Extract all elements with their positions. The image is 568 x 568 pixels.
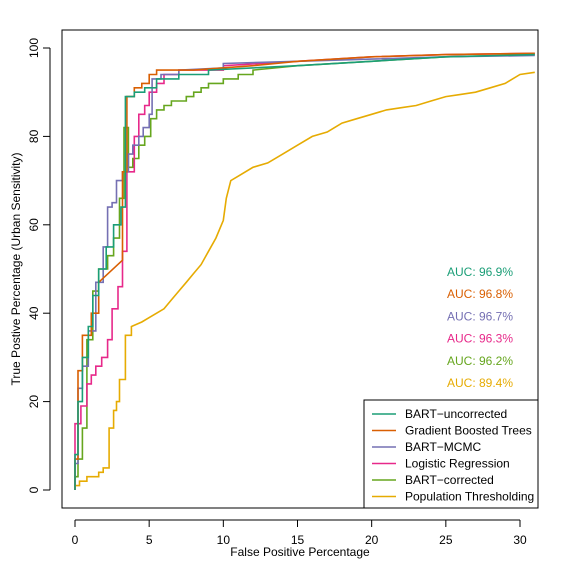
auc-labels: AUC: 96.9% AUC: 96.8% AUC: 96.7% AUC: 96.3%… bbox=[447, 265, 513, 390]
legend-label-4: BART−corrected bbox=[405, 473, 494, 487]
series-line-5 bbox=[74, 71, 535, 490]
axes: 0 5 10 15 20 25 30 0 20 40 60 80 100 False Positive P… bbox=[9, 29, 539, 559]
y-tick-label-5: 100 bbox=[27, 38, 41, 58]
x-tick-label-1: 5 bbox=[146, 533, 153, 547]
y-axis-label: True Postive Percentage (Urban Sensitivi… bbox=[9, 153, 23, 386]
legend: BART−uncorrected Gradient Boosted Trees BA… bbox=[363, 399, 539, 509]
auc-label-0: AUC: 96.9% bbox=[447, 265, 513, 279]
legend-label-1: Gradient Boosted Trees bbox=[405, 424, 532, 438]
legend-box bbox=[363, 399, 539, 509]
series-line-0 bbox=[74, 53, 535, 490]
y-tick-label-1: 20 bbox=[27, 395, 41, 409]
x-axis-label: False Positive Percentage bbox=[230, 545, 370, 559]
auc-label-1: AUC: 96.8% bbox=[447, 287, 513, 301]
y-tick-label-4: 80 bbox=[27, 129, 41, 143]
auc-label-4: AUC: 96.2% bbox=[447, 354, 513, 368]
legend-label-0: BART−uncorrected bbox=[405, 407, 507, 421]
x-tick-label-4: 20 bbox=[365, 533, 379, 547]
auc-label-3: AUC: 96.3% bbox=[447, 332, 513, 346]
legend-label-3: Logistic Regression bbox=[405, 457, 510, 471]
auc-label-5: AUC: 89.4% bbox=[447, 376, 513, 390]
x-tick-label-6: 30 bbox=[513, 533, 527, 547]
x-tick-label-2: 10 bbox=[217, 533, 231, 547]
y-tick-label-3: 60 bbox=[27, 218, 41, 232]
x-tick-label-0: 0 bbox=[72, 533, 79, 547]
auc-label-2: AUC: 96.7% bbox=[447, 309, 513, 323]
roc-curves bbox=[74, 52, 535, 490]
y-tick-label-2: 40 bbox=[27, 306, 41, 320]
y-tick-label-0: 0 bbox=[27, 486, 41, 493]
legend-label-2: BART−MCMC bbox=[405, 440, 481, 454]
plot-frame bbox=[61, 29, 539, 509]
x-tick-label-3: 15 bbox=[291, 533, 305, 547]
x-tick-label-5: 25 bbox=[439, 533, 453, 547]
legend-label-5: Population Thresholding bbox=[405, 490, 534, 504]
